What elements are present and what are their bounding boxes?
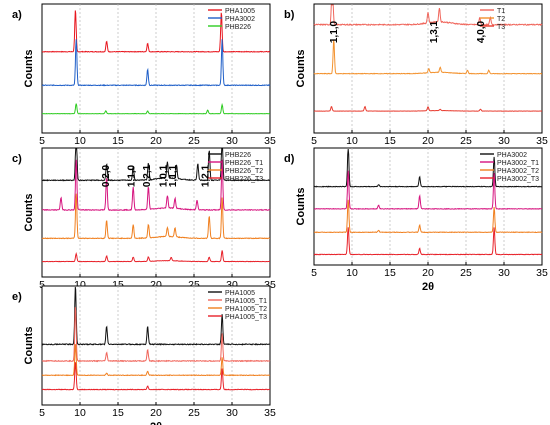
legend-entry: PHB226_T2 xyxy=(225,168,263,175)
series-line-phb226-t3 xyxy=(42,250,270,263)
panel-label: e) xyxy=(12,291,22,303)
legend-entry: T3 xyxy=(497,24,505,31)
x-tick-label: 20 xyxy=(422,267,434,279)
y-axis-label: Counts xyxy=(295,188,307,226)
peak-annotation: 4,0,0 xyxy=(476,20,487,43)
legend-entry: PHA1005_T1 xyxy=(225,298,267,305)
legend-entry: PHA1005_T3 xyxy=(225,314,267,321)
x-tick-label: 15 xyxy=(112,407,124,419)
series-line-pha3002 xyxy=(42,39,271,87)
peak-annotation: 1,1,0 xyxy=(329,20,340,43)
legend-entry: PHA1005_T2 xyxy=(225,306,267,313)
legend-entry: PHB226_T1 xyxy=(225,160,263,167)
x-tick-label: 35 xyxy=(264,135,276,147)
x-tick-label: 15 xyxy=(112,135,124,147)
y-axis-label: Counts xyxy=(23,50,35,88)
legend-entry: PHA3002_T2 xyxy=(497,168,539,175)
series-line-t2 xyxy=(313,40,543,75)
x-tick-label: 25 xyxy=(188,135,200,147)
legend-entry: PHA1005 xyxy=(225,290,255,297)
series-line-phb226 xyxy=(41,148,271,182)
x-tick-label: 25 xyxy=(188,279,200,291)
x-tick-label: 35 xyxy=(536,267,548,279)
panel-d: 5 10 15 20 25 30 35 2θ Counts d) PHA3002PHA3002_T1… xyxy=(284,147,548,293)
series-line-pha3002-t3 xyxy=(313,227,543,256)
series-line-pha1005 xyxy=(42,10,270,53)
series-line-phb226-t1 xyxy=(41,159,271,212)
legend-entry: PHA3002_T3 xyxy=(497,176,539,183)
x-axis-label: 2θ xyxy=(150,421,162,425)
legend-entry: PHB226 xyxy=(225,152,251,159)
peak-annotation: 0,2,0 xyxy=(101,164,112,187)
x-tick-label: 20 xyxy=(150,279,162,291)
legend-entry: PHB226 xyxy=(225,24,251,31)
panel-b: 51015202530352θCountsb)T1T2T31,1,01,3,14… xyxy=(284,3,548,161)
series-line-pha3002-t2 xyxy=(313,199,543,234)
x-tick-label: 30 xyxy=(226,135,238,147)
x-tick-label: 10 xyxy=(74,279,86,291)
y-axis-label: Counts xyxy=(23,194,35,232)
x-tick-label: 15 xyxy=(384,267,396,279)
x-tick-label: 15 xyxy=(112,279,124,291)
x-tick-label: 30 xyxy=(226,279,238,291)
x-tick-label: 35 xyxy=(264,279,276,291)
series-line-phb226-t2 xyxy=(41,193,271,240)
peak-annotation: 1,1,1 xyxy=(168,164,179,187)
legend-entry: T1 xyxy=(497,8,505,15)
series-line-pha1005-t1 xyxy=(41,307,271,363)
x-tick-label: 25 xyxy=(188,407,200,419)
series-line-pha1005 xyxy=(41,286,271,346)
x-tick-label: 10 xyxy=(346,267,358,279)
y-axis-label: Counts xyxy=(295,50,307,88)
panel-label: c) xyxy=(12,153,22,165)
x-tick-label: 25 xyxy=(460,135,472,147)
panel-label: b) xyxy=(284,9,295,21)
x-tick-label: 5 xyxy=(311,135,317,147)
legend-entry: PHB226_T3 xyxy=(225,176,263,183)
x-tick-label: 30 xyxy=(226,407,238,419)
series-line-pha3002-t1 xyxy=(313,170,543,210)
peak-annotation: 1,3,1 xyxy=(429,20,440,43)
series-line-t3 xyxy=(313,105,543,112)
series-line-pha1005-t3 xyxy=(41,362,271,391)
legend-entry: PHA3002 xyxy=(225,16,255,23)
series-line-t1 xyxy=(313,4,543,27)
x-tick-label: 35 xyxy=(264,407,276,419)
x-axis-label: 2θ xyxy=(422,281,434,293)
x-tick-label: 5 xyxy=(39,135,45,147)
x-tick-label: 25 xyxy=(460,267,472,279)
peak-annotation: 1,2,1 xyxy=(200,164,211,187)
panel-e: 5 10 15 20 25 30 35 2θ Counts e) PHA1005PHA1005_T1… xyxy=(12,285,276,425)
x-tick-label: 10 xyxy=(74,407,86,419)
x-tick-label: 20 xyxy=(150,407,162,419)
x-tick-label: 5 xyxy=(39,279,45,291)
x-tick-label: 10 xyxy=(74,135,86,147)
peak-annotation: 0,2,1 xyxy=(142,164,153,187)
series-line-pha1005-t2 xyxy=(41,343,271,377)
x-tick-label: 5 xyxy=(39,407,45,419)
x-tick-label: 15 xyxy=(384,135,396,147)
panel-label: d) xyxy=(284,153,295,165)
series-line-phb226 xyxy=(42,102,270,115)
legend-entry: PHA1005 xyxy=(225,8,255,15)
legend-entry: PHA3002 xyxy=(497,152,527,159)
series-line-pha3002 xyxy=(313,148,543,188)
panel-label: a) xyxy=(12,9,22,21)
plot-frame xyxy=(41,285,271,406)
x-tick-label: 20 xyxy=(150,135,162,147)
x-tick-label: 30 xyxy=(498,135,510,147)
x-tick-label: 10 xyxy=(346,135,358,147)
legend-entry: T2 xyxy=(497,16,505,23)
panel-a: 51015202530352θCountsa)PHA1005PHA3002PHB… xyxy=(12,3,276,161)
x-tick-label: 35 xyxy=(536,135,548,147)
x-tick-label: 30 xyxy=(498,267,510,279)
x-tick-label: 20 xyxy=(422,135,434,147)
peak-annotation: 1,0,1 xyxy=(159,164,170,187)
x-tick-label: 5 xyxy=(311,267,317,279)
y-axis-label: Counts xyxy=(23,327,35,365)
peak-annotation: 1,1,0 xyxy=(127,164,138,187)
legend-entry: PHA3002_T1 xyxy=(497,160,539,167)
panel-c: 51015202530352θCountsc)PHB226PHB226_T1PH… xyxy=(12,147,276,305)
